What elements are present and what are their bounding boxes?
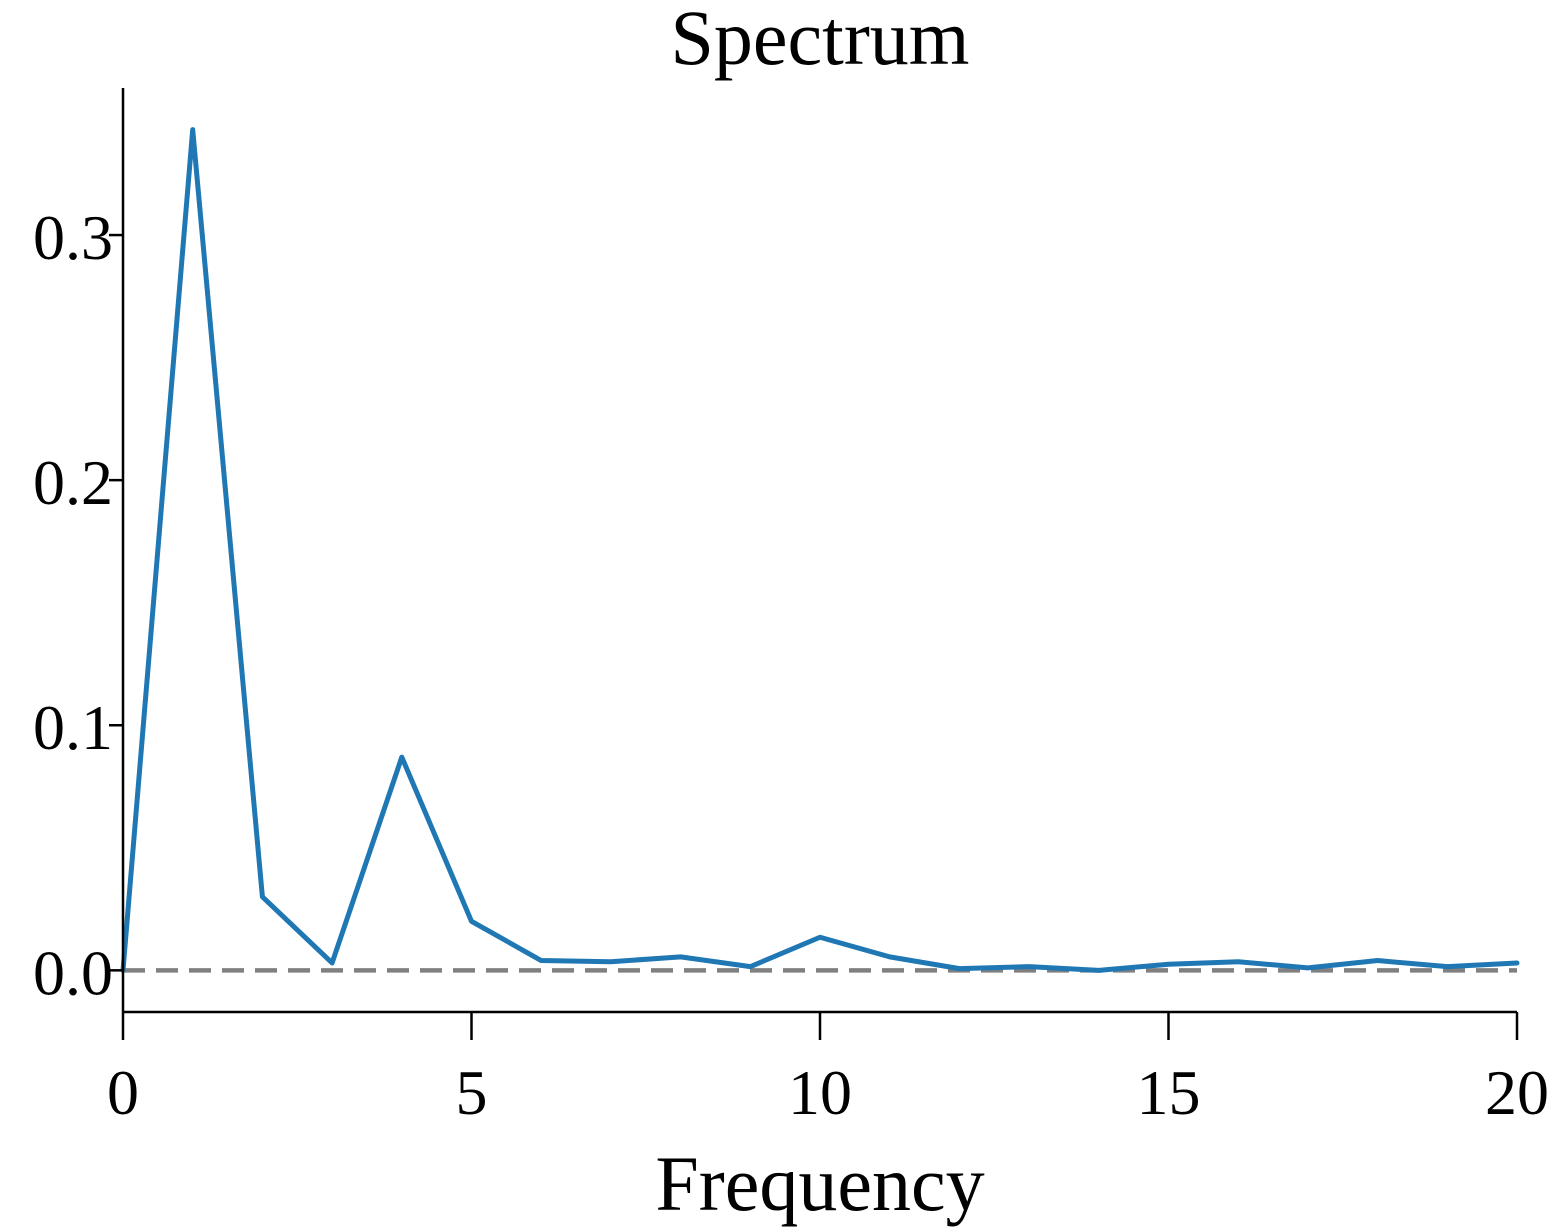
y-tick-label-3: 0.3 bbox=[33, 202, 113, 273]
axes-layer: 0 5 10 15 20 0.0 0.1 0.2 0.3 bbox=[33, 88, 1549, 1128]
y-tick-label-0: 0.0 bbox=[33, 937, 113, 1008]
x-tick-label-0: 0 bbox=[107, 1057, 139, 1128]
x-axis-label: Frequency bbox=[655, 1140, 984, 1227]
x-tick-label-10: 10 bbox=[788, 1057, 852, 1128]
x-tick-label-20: 20 bbox=[1485, 1057, 1549, 1128]
series-line-0 bbox=[120, 127, 1520, 973]
x-tick-label-5: 5 bbox=[456, 1057, 488, 1128]
y-tick-label-2: 0.2 bbox=[33, 447, 113, 518]
x-tick-label-15: 15 bbox=[1137, 1057, 1201, 1128]
series-layer bbox=[120, 127, 1520, 973]
y-tick-label-1: 0.1 bbox=[33, 692, 113, 763]
chart-title: Spectrum bbox=[671, 0, 970, 81]
